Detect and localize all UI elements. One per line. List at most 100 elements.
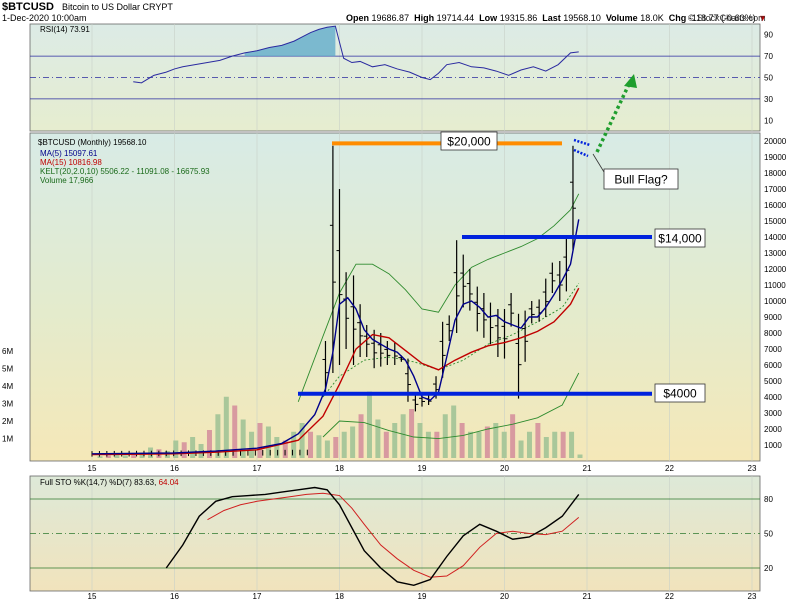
volume-bar: [181, 442, 187, 458]
stochastic-d-line: [207, 492, 580, 578]
volume-y-tick-label: 3M: [2, 400, 13, 409]
volume-bar: [526, 431, 532, 458]
price-y-tick-label: 19000: [764, 153, 787, 162]
volume-bar: [459, 423, 465, 458]
keltner-lower-line: [322, 372, 580, 440]
volume-bar: [173, 440, 179, 458]
bull-flag-upper: [573, 138, 591, 147]
sto-x-tick-label: 21: [583, 592, 592, 601]
price-legend: $BTCUSD (Monthly) 19568.10 MA(5) 15097.6…: [38, 138, 210, 185]
volume-bar: [274, 437, 280, 458]
sto-x-tick-label: 19: [418, 592, 427, 601]
sto-x-tick-label: 18: [335, 592, 344, 601]
volume-bar: [240, 419, 246, 458]
label-4000-text: $4000: [663, 387, 697, 401]
sto-y-tick-label: 50: [764, 530, 773, 539]
volume-bar: [501, 431, 507, 458]
volume-bar: [333, 437, 339, 458]
volume-y-tick-label: 5M: [2, 365, 13, 374]
volume-bar: [560, 431, 566, 458]
price-legend-keltner: KELT(20,2.0,10) 5506.22 - 11091.08 - 166…: [40, 167, 210, 176]
rsi-y-tick-label: 30: [764, 95, 773, 104]
sto-x-tick-label: 23: [748, 592, 757, 601]
label-20000-text: $20,000: [447, 135, 491, 149]
volume-bar: [383, 431, 389, 458]
price-y-tick-label: 2000: [764, 425, 782, 434]
price-y-tick-label: 5000: [764, 377, 782, 386]
quote-summary: Open 19686.87 High 19714.44 Low 19315.86…: [346, 13, 768, 23]
volume-bar: [97, 456, 103, 458]
volume-bar: [341, 431, 347, 458]
volume-y-tick-label: 4M: [2, 382, 13, 391]
volume-bar: [451, 405, 457, 458]
price-y-tick-label: 18000: [764, 169, 787, 178]
volume-bar: [198, 444, 204, 458]
volume-bar: [442, 414, 448, 458]
price-y-tick-label: 7000: [764, 345, 782, 354]
price-y-tick-label: 13000: [764, 249, 787, 258]
volume-bar: [518, 440, 524, 458]
price-x-tick-label: 15: [88, 464, 97, 473]
rsi-line: [133, 25, 579, 84]
label-4000-box: [654, 383, 706, 403]
price-legend-ma5: MA(5) 15097.61: [40, 149, 98, 158]
sto-y-tick-label: 20: [764, 564, 773, 573]
price-legend-symbol: $BTCUSD (Monthly) 19568.10: [38, 138, 147, 147]
label-14000-text: $14,000: [658, 232, 702, 246]
volume-bar: [434, 431, 440, 458]
label-14000: $14,000: [654, 228, 706, 248]
price-x-tick-label: 19: [418, 464, 427, 473]
label-20000: $20,000: [440, 131, 498, 151]
ma15-line: [91, 287, 580, 456]
price-x-tick-label: 16: [170, 464, 179, 473]
volume-bar: [392, 423, 398, 458]
volume-bar: [265, 426, 271, 458]
chart-header: $BTCUSD Bitcoin to US Dollar CRYPT 1-Dec…: [0, 0, 800, 24]
volume-bar: [139, 454, 145, 458]
label-bull-flag: Bull Flag?: [603, 168, 679, 190]
label-bull-flag-box: [603, 168, 679, 190]
volume-bar: [510, 414, 516, 458]
volume-bar: [400, 414, 406, 458]
volume-y-tick-label: 2M: [2, 417, 13, 426]
price-y-tick-label: 12000: [764, 265, 787, 274]
rsi-y-tick-label: 10: [764, 116, 773, 125]
volume-bar: [291, 431, 297, 458]
price-y-tick-label: 1000: [764, 441, 782, 450]
ma5-line: [91, 219, 580, 455]
price-legend-ma15: MA(15) 10816.98: [40, 158, 102, 167]
price-x-tick-label: 21: [583, 464, 592, 473]
price-y-tick-label: 20000: [764, 137, 787, 146]
volume-bar: [552, 431, 558, 458]
sto-x-tick-label: 15: [88, 592, 97, 601]
volume-bar: [122, 455, 128, 458]
rsi-y-tick-label: 70: [764, 52, 773, 61]
price-y-tick-label: 17000: [764, 185, 787, 194]
volume-bar: [409, 409, 415, 458]
volume-y-tick-label: 6M: [2, 347, 13, 356]
volume-bar: [543, 437, 549, 458]
price-y-tick-label: 9000: [764, 313, 782, 322]
rsi-legend: RSI(14) 73.91: [40, 25, 90, 34]
volume-y-tick-label: 1M: [2, 435, 13, 444]
volume-bar: [282, 440, 288, 458]
price-y-tick-label: 11000: [764, 281, 786, 290]
sto-x-tick-label: 20: [500, 592, 509, 601]
volume-bar: [493, 423, 499, 458]
price-y-tick-label: 16000: [764, 201, 787, 210]
rsi-y-tick-label: 90: [764, 31, 773, 40]
price-y-tick-label: 6000: [764, 361, 782, 370]
volume-bar: [350, 426, 356, 458]
sto-x-tick-label: 16: [170, 592, 179, 601]
quote-date: 1-Dec-2020 10:00am: [2, 13, 87, 23]
volume-bar: [417, 423, 423, 458]
price-y-tick-label: 8000: [764, 329, 782, 338]
volume-bar: [468, 431, 474, 458]
volume-bar: [425, 431, 431, 458]
sto-x-tick-label: 22: [665, 592, 674, 601]
price-x-tick-label: 20: [500, 464, 509, 473]
price-y-tick-label: 3000: [764, 409, 782, 418]
volume-bar: [308, 431, 314, 458]
volume-bar: [324, 440, 330, 458]
price-y-tick-label: 4000: [764, 393, 782, 402]
